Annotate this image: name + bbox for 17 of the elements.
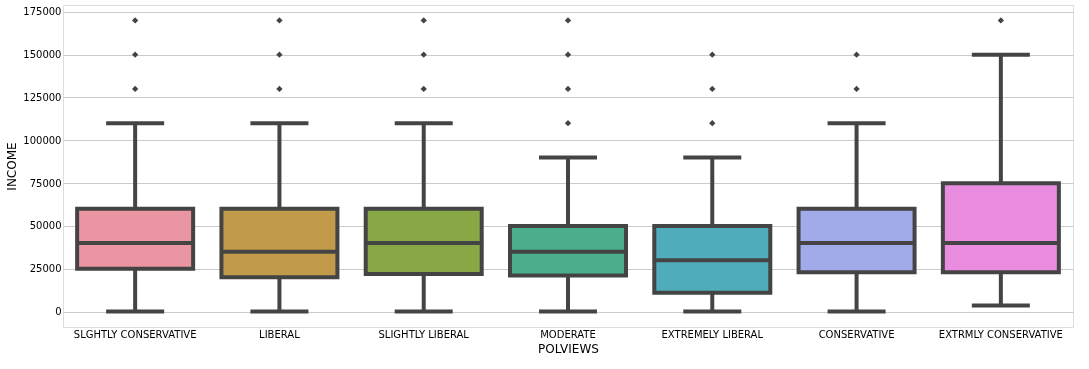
x-tick-label: CONSERVATIVE <box>818 328 895 340</box>
y-tick-label: 25000 <box>29 263 62 275</box>
y-axis-title: INCOME <box>5 142 20 191</box>
x-tick-label: SLIGHTLY LIBERAL <box>378 328 470 340</box>
x-tick-label: EXTRMLY CONSERVATIVE <box>938 328 1063 340</box>
x-axis-title: POLVIEWS <box>538 341 599 356</box>
y-tick-label: 50000 <box>29 220 62 232</box>
y-tick-label: 100000 <box>23 134 62 146</box>
y-tick-label: 125000 <box>23 91 62 103</box>
x-tick-label: EXTREMELY LIBERAL <box>661 328 764 340</box>
x-tick-label: MODERATE <box>540 328 596 340</box>
x-tick-label: LIBERAL <box>259 328 301 340</box>
y-tick-label: 150000 <box>23 49 62 61</box>
y-tick-label: 75000 <box>29 177 62 189</box>
x-tick-label: SLGHTLY CONSERVATIVE <box>73 328 197 340</box>
y-tick-label: 0 <box>55 306 62 318</box>
y-tick-label: 175000 <box>23 6 62 18</box>
